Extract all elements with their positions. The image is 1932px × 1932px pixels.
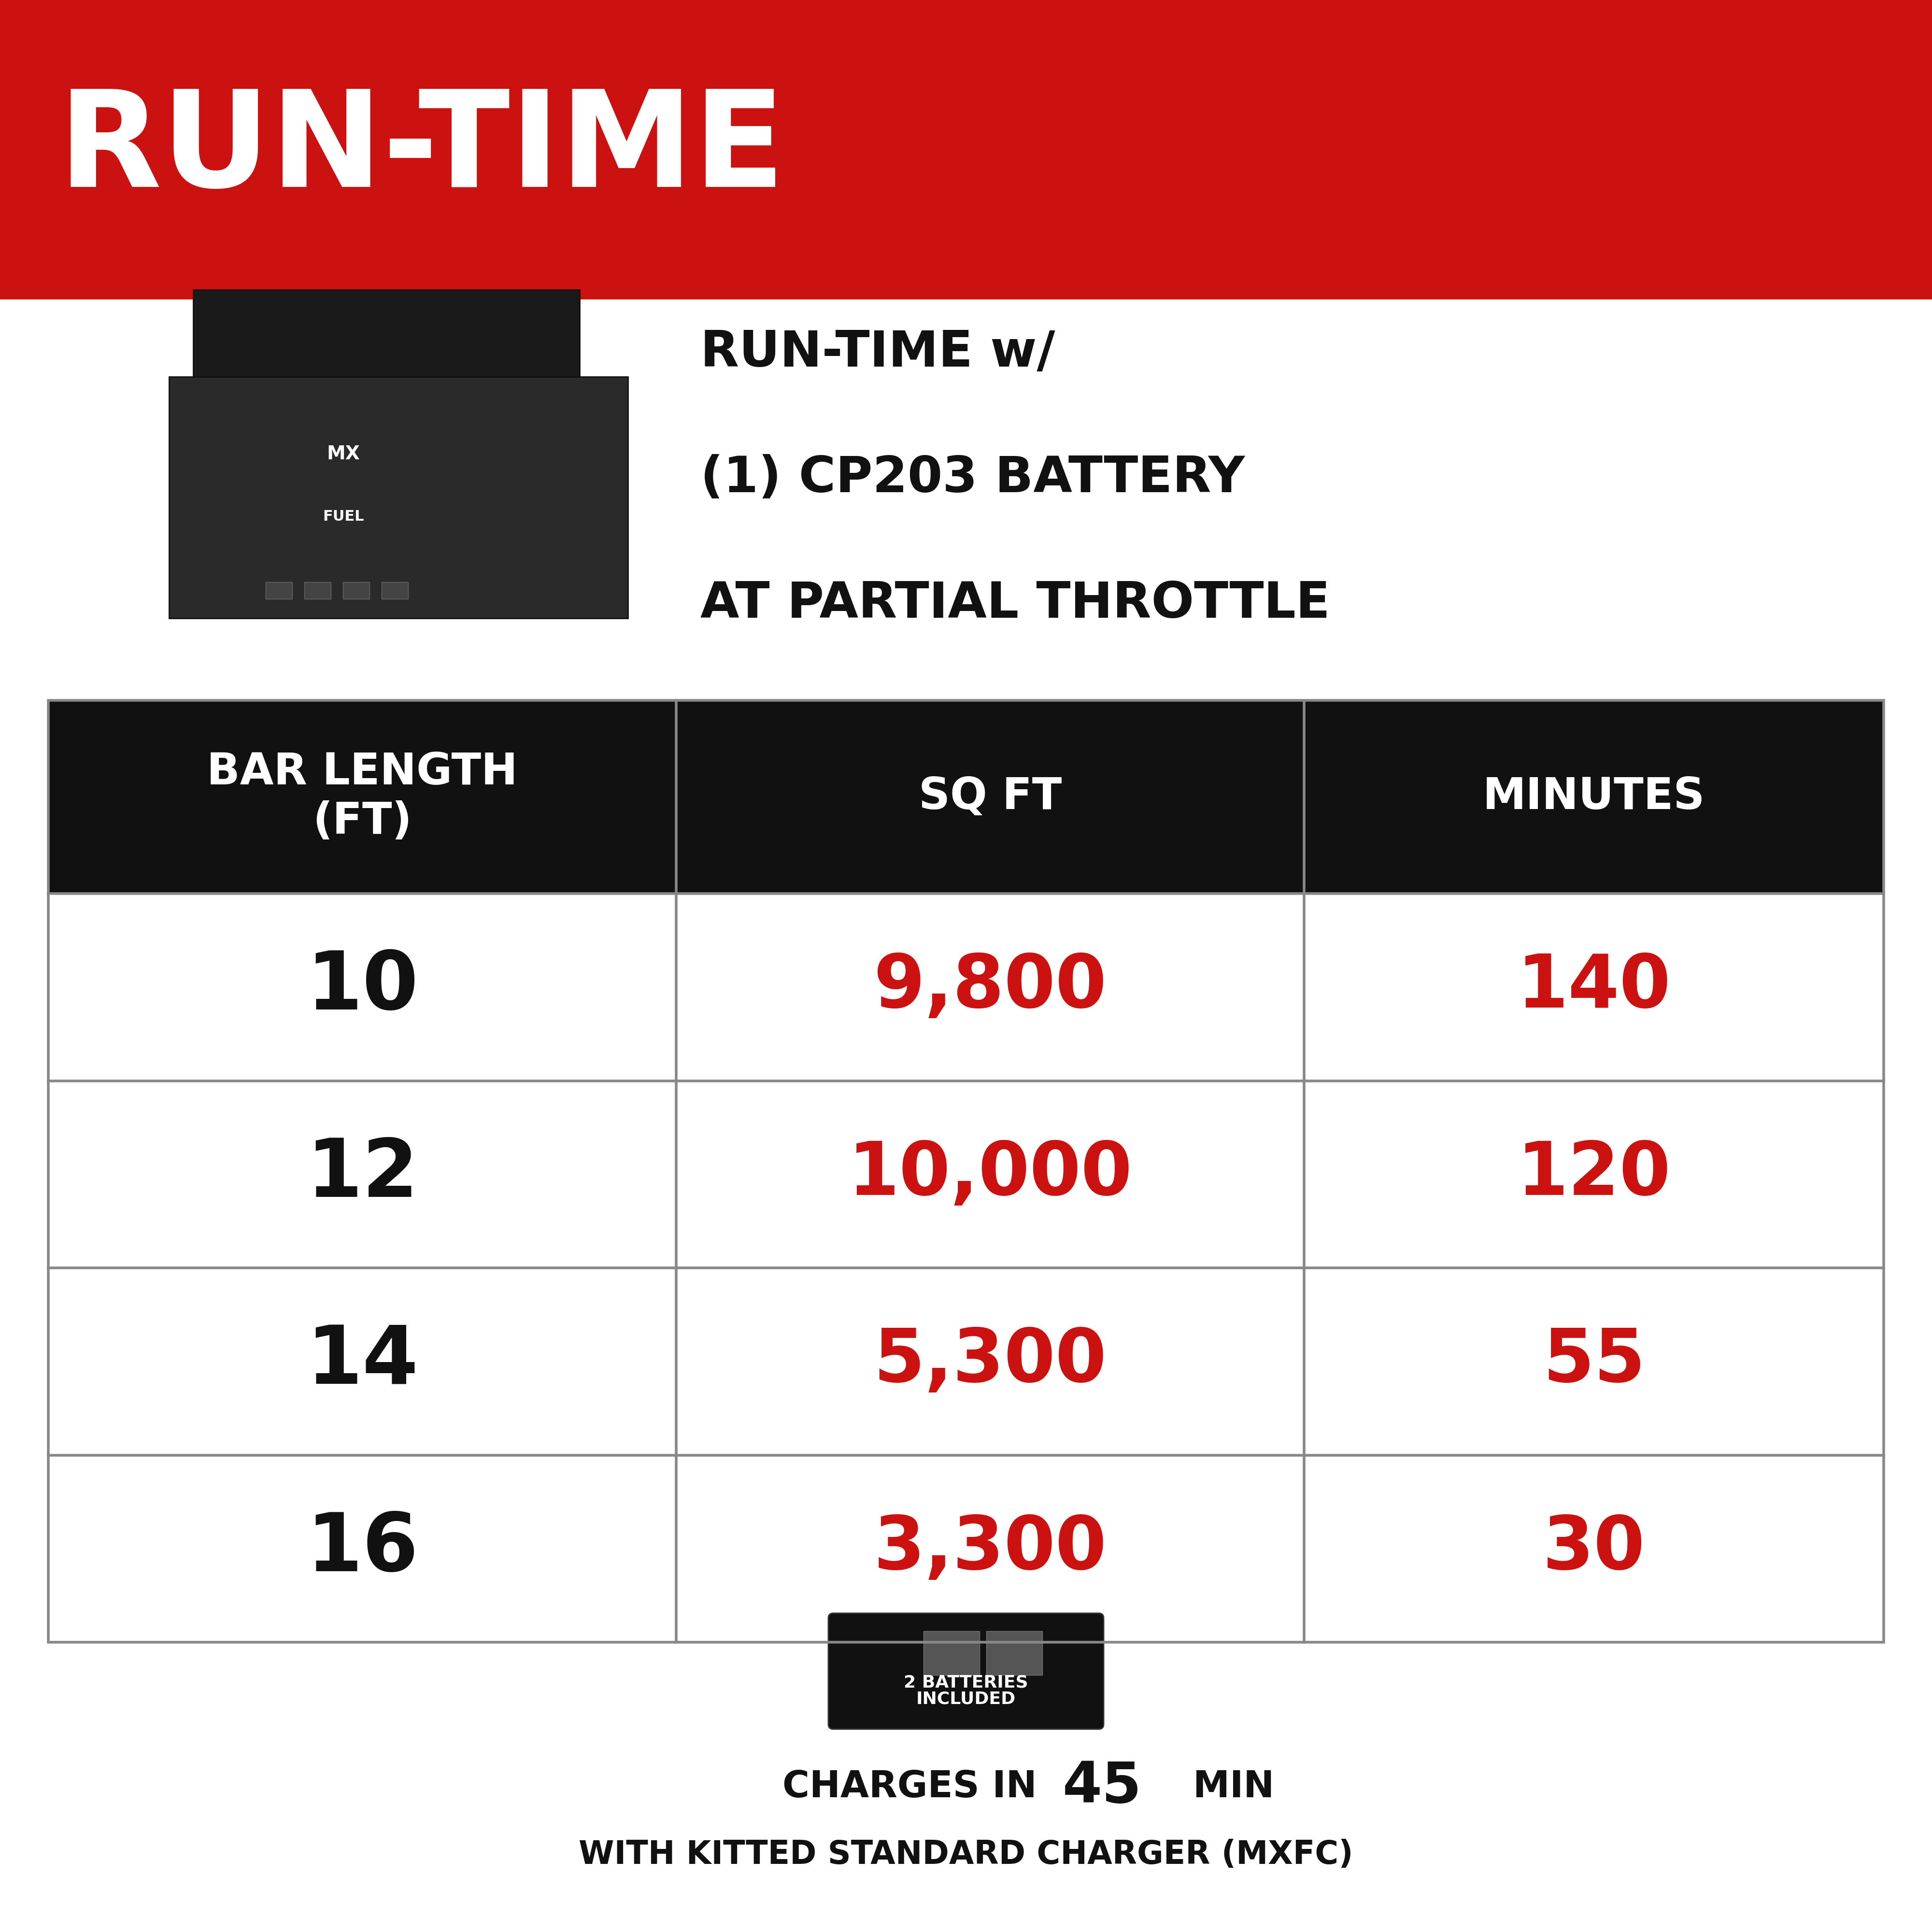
Text: BAR LENGTH
(FT): BAR LENGTH (FT) bbox=[207, 752, 518, 842]
FancyBboxPatch shape bbox=[923, 1631, 980, 1675]
Text: 140: 140 bbox=[1517, 951, 1671, 1024]
Text: RUN-TIME w/: RUN-TIME w/ bbox=[699, 328, 1055, 377]
Text: 55: 55 bbox=[1542, 1325, 1646, 1397]
Text: 14: 14 bbox=[305, 1321, 417, 1401]
Text: 10: 10 bbox=[305, 949, 417, 1026]
FancyBboxPatch shape bbox=[267, 582, 292, 599]
Text: (1) CP203 BATTERY: (1) CP203 BATTERY bbox=[699, 454, 1244, 502]
Text: 9,800: 9,800 bbox=[873, 951, 1107, 1024]
FancyBboxPatch shape bbox=[48, 699, 1884, 893]
FancyBboxPatch shape bbox=[985, 1631, 1043, 1675]
Text: 45: 45 bbox=[1063, 1760, 1142, 1814]
Text: 16: 16 bbox=[305, 1509, 417, 1588]
Text: 2 BATTERIES
INCLUDED: 2 BATTERIES INCLUDED bbox=[904, 1675, 1028, 1708]
Text: CHARGES IN: CHARGES IN bbox=[782, 1770, 1049, 1804]
Text: WITH KITTED STANDARD CHARGER (MXFC): WITH KITTED STANDARD CHARGER (MXFC) bbox=[580, 1839, 1352, 1870]
FancyBboxPatch shape bbox=[170, 377, 628, 618]
FancyBboxPatch shape bbox=[344, 582, 369, 599]
Text: SQ FT: SQ FT bbox=[918, 775, 1063, 819]
Text: AT PARTIAL THROTTLE: AT PARTIAL THROTTLE bbox=[699, 580, 1329, 628]
Text: 10,000: 10,000 bbox=[848, 1138, 1132, 1209]
Text: 5,300: 5,300 bbox=[873, 1325, 1107, 1397]
Text: 30: 30 bbox=[1542, 1513, 1646, 1584]
Bar bbox=[48, 699, 1884, 1642]
FancyBboxPatch shape bbox=[829, 1613, 1103, 1729]
Text: 12: 12 bbox=[307, 1134, 417, 1213]
Text: MX: MX bbox=[327, 444, 359, 464]
Text: FUEL: FUEL bbox=[323, 510, 363, 524]
FancyBboxPatch shape bbox=[383, 582, 408, 599]
Text: 120: 120 bbox=[1517, 1138, 1671, 1209]
FancyBboxPatch shape bbox=[0, 0, 1932, 299]
FancyBboxPatch shape bbox=[193, 290, 580, 377]
FancyBboxPatch shape bbox=[305, 582, 330, 599]
Text: MIN: MIN bbox=[1194, 1770, 1275, 1804]
Text: MINUTES: MINUTES bbox=[1482, 775, 1706, 819]
Text: RUN-TIME: RUN-TIME bbox=[58, 85, 784, 214]
Text: 3,300: 3,300 bbox=[873, 1513, 1107, 1584]
